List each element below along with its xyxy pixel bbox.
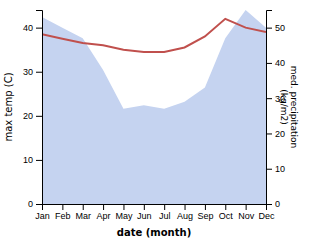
- tick: Oct: [219, 204, 234, 221]
- tick-label: Sep: [197, 211, 213, 221]
- tick-mark: [266, 98, 272, 99]
- tick-mark: [266, 63, 272, 64]
- tick-mark: [123, 204, 124, 210]
- tick-label: 20: [23, 111, 33, 121]
- tick-mark: [164, 204, 165, 210]
- tick-mark: [36, 116, 42, 117]
- tick-label: 0: [28, 199, 33, 209]
- tick: 20: [266, 129, 285, 139]
- tick-mark: [36, 72, 42, 73]
- tick: Aug: [177, 204, 193, 221]
- y-axis: 0 10 20 30 40: [23, 11, 43, 210]
- tick: Dec: [258, 204, 275, 221]
- tick-label: 30: [23, 67, 33, 77]
- y2-axis-title: med. precipitation(kg/m2): [279, 66, 299, 148]
- axis-line: [43, 205, 267, 211]
- tick-mark: [83, 204, 84, 210]
- tick: Jun: [137, 204, 152, 221]
- tick-mark: [144, 204, 145, 210]
- tick: 10: [266, 164, 285, 174]
- y2-axis-title-line: med. precipitation: [289, 66, 299, 148]
- tick-label: 20: [275, 129, 285, 139]
- tick-label: 0: [275, 199, 280, 209]
- tick-label: 40: [275, 58, 285, 68]
- tick-label: 50: [275, 23, 285, 33]
- y-axis-title: max temp (C): [3, 72, 14, 141]
- tick-mark: [225, 204, 226, 210]
- tick-mark: [266, 204, 272, 205]
- tick-mark: [266, 133, 272, 134]
- tick-mark: [103, 204, 104, 210]
- tick-label: 40: [23, 23, 33, 33]
- axis-line: [36, 11, 43, 205]
- tick-mark: [36, 28, 42, 29]
- tick: 0: [266, 199, 280, 209]
- tick: 0: [28, 199, 42, 209]
- tick-mark: [205, 204, 206, 210]
- tick-label: Oct: [219, 211, 234, 221]
- area: [42, 10, 266, 204]
- tick-mark: [246, 204, 247, 210]
- y2-axis-title-line: (kg/m2): [279, 89, 289, 124]
- tick-mark: [266, 169, 272, 170]
- marks: [42, 10, 266, 204]
- tick: Nov: [238, 204, 255, 221]
- x-axis: Jan Feb Mar Apr May Jun Jul Aug Sep Oct NovDec: [35, 204, 275, 221]
- tick: Feb: [55, 204, 71, 221]
- tick-label: Dec: [258, 211, 275, 221]
- tick: May: [115, 204, 133, 221]
- tick: 30: [23, 67, 42, 77]
- tick-label: May: [115, 211, 133, 221]
- tick-label: Mar: [75, 211, 91, 221]
- tick: Apr: [97, 204, 111, 221]
- plot: JanFebMarAprMayJunJulAugSepOctNovDec0102…: [3, 10, 299, 238]
- tick-label: Aug: [177, 211, 193, 221]
- tick-mark: [185, 204, 186, 210]
- tick: Mar: [75, 204, 91, 221]
- tick: 40: [266, 58, 285, 68]
- tick-label: Jul: [159, 211, 171, 221]
- tick-mark: [36, 160, 42, 161]
- line: [42, 19, 266, 52]
- axis-line: [267, 11, 273, 205]
- tick-mark: [62, 204, 63, 210]
- tick-mark: [266, 28, 272, 29]
- tick-label: Jun: [137, 211, 152, 221]
- tick-label: 10: [275, 164, 285, 174]
- chart: JanFebMarAprMayJunJulAugSepOctNovDec0102…: [0, 0, 318, 242]
- tick: Jan: [35, 204, 50, 221]
- tick-label: Nov: [238, 211, 255, 221]
- tick: 40: [23, 23, 42, 33]
- tick-label: 10: [23, 155, 33, 165]
- tick-label: Apr: [97, 211, 111, 221]
- tick-mark: [36, 204, 42, 205]
- tick-label: Jan: [35, 211, 50, 221]
- tick: 20: [23, 111, 42, 121]
- tick: 10: [23, 155, 42, 165]
- tick: Sep: [197, 204, 213, 221]
- tick-label: Feb: [55, 211, 71, 221]
- tick: 50: [266, 23, 285, 33]
- tick: Jul: [159, 204, 171, 221]
- x-axis-title: date (month): [117, 227, 191, 238]
